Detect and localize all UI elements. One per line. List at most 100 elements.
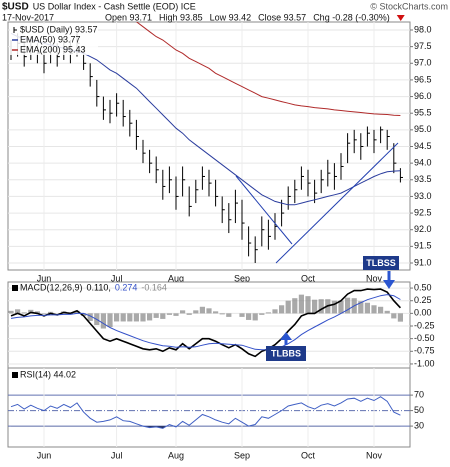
histogram-bar — [305, 296, 311, 314]
legend-swatch — [12, 285, 18, 291]
credit: © StockCharts.com — [370, 1, 448, 11]
histogram-bar — [298, 294, 304, 314]
histogram-bar — [107, 313, 113, 328]
histogram-bar — [199, 306, 205, 314]
header-stat: Low 93.42 — [210, 12, 252, 22]
histogram-bar — [147, 313, 153, 321]
ema-line — [135, 22, 401, 116]
histogram-bar — [41, 313, 47, 314]
y-tick-label: -0.75 — [414, 346, 435, 356]
histogram-bar — [127, 313, 133, 322]
panel-frame — [7, 281, 411, 369]
y-tick-label: 50 — [414, 405, 424, 415]
histogram-bar — [279, 305, 285, 314]
histogram-bar — [15, 309, 21, 314]
histogram-bar — [397, 313, 403, 322]
header-stat: High 93.85 — [159, 12, 203, 22]
histogram-bar — [265, 312, 271, 314]
histogram-bar — [391, 313, 397, 319]
trendline — [235, 175, 293, 245]
y-tick-label: -0.25 — [414, 320, 435, 330]
x-tick-label: Oct — [301, 450, 316, 460]
legend-symbol — [13, 27, 17, 33]
histogram-bar — [239, 313, 245, 317]
histogram-bar — [114, 313, 120, 322]
rsi-line — [10, 396, 401, 429]
y-tick-label: 0.25 — [414, 295, 432, 305]
legend-swatch — [12, 372, 18, 378]
histogram-bar — [133, 313, 139, 322]
y-tick-label: 94.0 — [414, 158, 432, 168]
histogram-bar — [8, 310, 14, 314]
series-group — [10, 396, 401, 429]
histogram-bar — [213, 311, 219, 314]
y-tick-label: 96.0 — [414, 91, 432, 101]
y-tick-label: 95.0 — [414, 124, 432, 134]
macd-line — [10, 294, 401, 351]
legend-label: EMA(200) 95.43 — [20, 44, 86, 54]
y-tick-label: 93.0 — [414, 191, 432, 201]
histogram-bar — [338, 300, 344, 314]
legend-label: MACD(12,26,9) — [20, 282, 83, 292]
histogram-bar — [186, 313, 192, 315]
histogram-bar — [100, 313, 106, 329]
x-tick-label: Oct — [301, 273, 316, 283]
x-tick-label: Jul — [111, 273, 123, 283]
histogram-bar — [193, 310, 199, 314]
histogram-bar — [219, 313, 225, 315]
y-tick-label: 91.5 — [414, 241, 432, 251]
date: 17-Nov-2017 — [2, 12, 54, 22]
header-stat: Open 93.71 — [105, 12, 152, 22]
histogram-bar — [226, 313, 232, 317]
y-tick-label: -1.00 — [414, 358, 435, 368]
trendline — [275, 142, 399, 264]
legend-label: RSI(14) 44.02 — [20, 369, 76, 379]
x-tick-label: Aug — [168, 450, 184, 460]
y-tick-label: 97.5 — [414, 41, 432, 51]
y-tick-label: 94.5 — [414, 141, 432, 151]
histogram-bar — [358, 301, 364, 314]
plot-area: 91.0 91.5 92.0 92.5 93.0 93.5 94.0 94.5 95.0 95.5… — [7, 21, 435, 460]
series-group — [8, 288, 403, 358]
series-group — [10, 22, 403, 264]
trendlines — [235, 142, 399, 264]
annotation-text: TLBSS — [366, 258, 396, 268]
histogram-bar — [292, 298, 298, 314]
histogram-bar — [371, 305, 377, 314]
y-tick-label: 0.00 — [414, 308, 432, 318]
x-tick-label: Nov — [366, 450, 383, 460]
histogram-bar — [160, 313, 166, 319]
x-tick-label: Sep — [234, 273, 250, 283]
legend-label: EMA(50) 93.77 — [20, 34, 81, 44]
histogram-bar — [246, 313, 252, 320]
histogram-bar — [81, 313, 87, 316]
histogram-bar — [140, 313, 146, 322]
histogram-bar — [34, 311, 40, 314]
legend-value: 0.110, — [87, 282, 111, 292]
histogram-bar — [120, 313, 126, 322]
histogram-bar — [345, 297, 351, 314]
histogram-bar — [384, 310, 390, 314]
histogram-bar — [312, 299, 318, 314]
histogram-bar — [87, 313, 93, 321]
legend-value: -0.164 — [141, 282, 167, 292]
histogram-bar — [378, 306, 384, 314]
histogram-bar — [259, 313, 265, 315]
histogram-bar — [180, 310, 186, 314]
y-tick-label: 97.0 — [414, 58, 432, 68]
histogram-bar — [318, 299, 324, 314]
histogram-bar — [285, 300, 291, 314]
y-tick-label: 96.5 — [414, 74, 432, 84]
down-indicator — [396, 15, 405, 21]
header-stat: Chg -0.28 (-0.30%) — [313, 12, 390, 22]
legend-value: 0.274 — [115, 282, 138, 292]
x-tick-label: Sep — [234, 450, 250, 460]
legend-box — [10, 24, 98, 55]
symbol: $USD — [2, 2, 29, 13]
histogram-bar — [21, 312, 27, 314]
x-tick-label: Jun — [37, 273, 52, 283]
arrow-head — [383, 280, 395, 289]
y-tick-label: -0.50 — [414, 333, 435, 343]
x-tick-label: Nov — [366, 273, 383, 283]
